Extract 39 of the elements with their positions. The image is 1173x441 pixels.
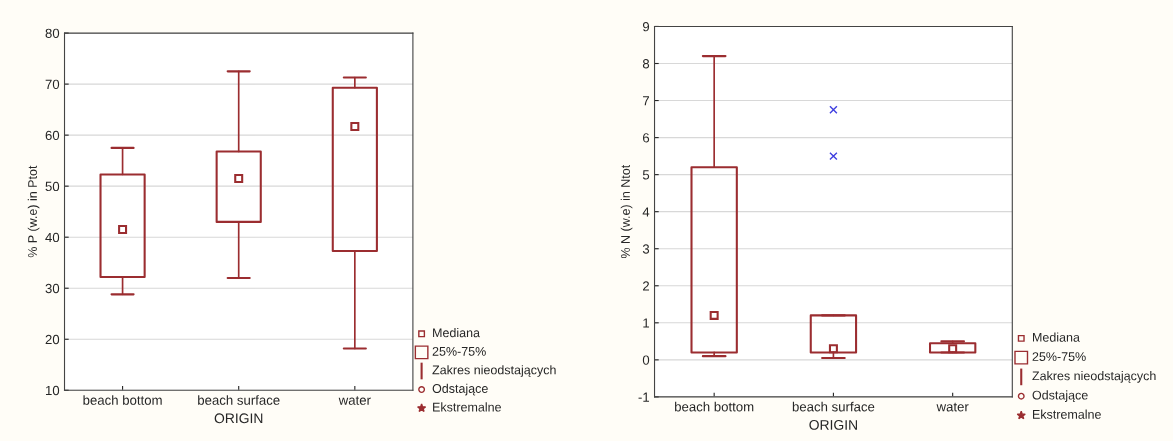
text: Zakres nieodstających	[1032, 371, 1156, 383]
y-tick-label: 0	[642, 355, 650, 365]
y-tick-label: 1	[643, 318, 650, 328]
text: Mediana	[1033, 332, 1080, 342]
x-tick-label: beach bottom	[83, 395, 162, 405]
y-tick-label: 50	[45, 181, 60, 192]
text: 25%-75%	[432, 346, 486, 356]
y-tick-label: 20	[45, 334, 60, 345]
y-tick-label: 8	[642, 59, 650, 69]
text: Odstające	[1032, 390, 1088, 402]
y-tick-label: 80	[45, 28, 60, 38]
y-tick-label: 4	[642, 207, 650, 217]
y-tick-label: 7	[643, 96, 650, 106]
y-tick-label: 40	[45, 232, 60, 243]
y-tick-label: 10	[45, 385, 60, 396]
x-tick-label: beach surface	[792, 401, 875, 412]
x-tick-label: water	[338, 396, 371, 405]
text: Ekstremalne	[433, 402, 501, 412]
y-tick-label: 3	[642, 244, 650, 254]
x-axis-title: ORIGIN	[809, 419, 857, 430]
text: Mediana	[433, 328, 481, 338]
y-tick-label: 5	[642, 170, 650, 180]
text: Zakres nieodstających	[432, 365, 556, 377]
y-tick-label: 2	[643, 281, 650, 291]
y-tick-label: 9	[642, 22, 650, 32]
y-axis-title: % P (w.e) in Ptot	[27, 165, 40, 258]
y-tick-label: 6	[643, 133, 650, 143]
y-tick-label: 30	[45, 283, 60, 294]
y-axis-title: % N (w.e) in Ntot	[620, 164, 633, 259]
text: 25%-75%	[1032, 352, 1086, 361]
text: Odstające	[432, 383, 488, 396]
x-axis-title: ORIGIN	[214, 413, 263, 424]
x-tick-label: beach surface	[198, 395, 280, 405]
x-tick-label: water	[936, 402, 969, 412]
y-tick-label: 70	[45, 79, 60, 90]
x-tick-label: beach bottom	[675, 401, 754, 412]
y-tick-label: 60	[45, 130, 60, 141]
text: Ekstremalne	[1033, 409, 1101, 419]
y-tick-label: -1	[638, 392, 650, 402]
